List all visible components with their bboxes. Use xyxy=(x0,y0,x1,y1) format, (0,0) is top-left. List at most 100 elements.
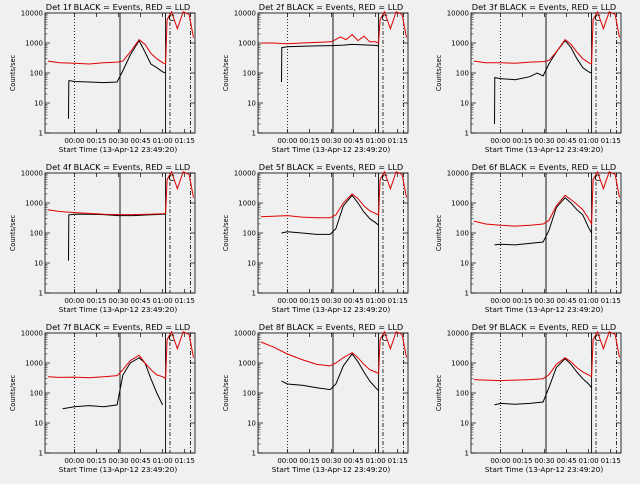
y-axis-label: Counts/sec xyxy=(435,374,443,411)
series-line-lld xyxy=(47,170,194,216)
y-tick-label: 10000 xyxy=(21,170,43,178)
y-tick-label: 10000 xyxy=(234,10,256,18)
annotation-label: C xyxy=(594,334,600,344)
y-tick-label: 1 xyxy=(252,290,256,298)
annotation-label: C xyxy=(594,14,600,24)
x-tick-label: 00:00 xyxy=(277,457,297,465)
x-axis-label: Start Time (13-Apr-12 23:49:20) xyxy=(59,465,178,474)
y-tick-label: 100 xyxy=(243,70,256,78)
annotation-label: C xyxy=(168,174,174,184)
annotation-label: C xyxy=(168,334,174,344)
x-tick-label: 01:00 xyxy=(366,297,386,305)
y-tick-label: 1 xyxy=(39,130,43,138)
y-tick-label: 10000 xyxy=(447,170,469,178)
panel-5: Det 5f BLACK = Events, RED = LLD 1 10 100 10… xyxy=(222,162,409,314)
y-tick-label: 10 xyxy=(460,100,469,108)
x-tick-label: 00:30 xyxy=(321,297,341,305)
y-tick-label: 100 xyxy=(30,70,43,78)
y-tick-label: 100 xyxy=(30,390,43,398)
y-tick-label: 1 xyxy=(252,130,256,138)
x-tick-label: 01:00 xyxy=(579,457,599,465)
panel-title: Det 1f BLACK = Events, RED = LLD xyxy=(46,2,190,12)
x-tick-label: 01:00 xyxy=(153,297,173,305)
panel-3: Det 3f BLACK = Events, RED = LLD 1 10 100 10… xyxy=(435,2,622,154)
x-tick-label: 00:30 xyxy=(534,137,554,145)
x-tick-label: 00:30 xyxy=(108,137,128,145)
series-line-events xyxy=(62,357,164,410)
series-line-events xyxy=(494,196,593,246)
series-line-lld xyxy=(260,10,407,45)
panel-title: Det 4f BLACK = Events, RED = LLD xyxy=(46,162,190,172)
y-tick-label: 100 xyxy=(456,390,469,398)
panel-7: Det 7f BLACK = Events, RED = LLD 1 10 100 10… xyxy=(9,322,196,474)
x-tick-label: 01:15 xyxy=(175,457,195,465)
panel-2: Det 2f BLACK = Events, RED = LLD 1 10 100 10… xyxy=(222,2,409,154)
series-line-events xyxy=(68,213,166,261)
y-tick-label: 1000 xyxy=(238,360,256,368)
y-tick-label: 1000 xyxy=(25,40,43,48)
y-axis-label: Counts/sec xyxy=(435,214,443,251)
x-tick-label: 00:45 xyxy=(556,297,576,305)
x-tick-label: 00:30 xyxy=(534,297,554,305)
series-line-events xyxy=(68,39,166,119)
y-axis-label: Counts/sec xyxy=(9,54,17,91)
x-tick-label: 00:45 xyxy=(130,457,150,465)
panel-title: Det 5f BLACK = Events, RED = LLD xyxy=(259,162,403,172)
y-axis-label: Counts/sec xyxy=(222,374,230,411)
y-axis-label: Counts/sec xyxy=(435,54,443,91)
y-tick-label: 10000 xyxy=(21,330,43,338)
x-tick-label: 01:15 xyxy=(601,297,621,305)
x-tick-label: 00:30 xyxy=(534,457,554,465)
y-tick-label: 1000 xyxy=(25,200,43,208)
y-tick-label: 1 xyxy=(465,290,469,298)
x-tick-label: 00:45 xyxy=(556,457,576,465)
x-tick-label: 01:15 xyxy=(175,137,195,145)
y-axis-label: Counts/sec xyxy=(222,214,230,251)
y-tick-label: 100 xyxy=(456,230,469,238)
x-tick-label: 00:45 xyxy=(130,137,150,145)
y-tick-label: 10 xyxy=(34,420,43,428)
x-axis-label: Start Time (13-Apr-12 23:49:20) xyxy=(59,305,178,314)
series-line-events xyxy=(494,39,592,125)
series-line-lld xyxy=(47,10,194,65)
x-tick-label: 00:00 xyxy=(277,297,297,305)
y-tick-label: 10 xyxy=(247,260,256,268)
y-tick-label: 10000 xyxy=(447,330,469,338)
x-tick-label: 00:30 xyxy=(108,457,128,465)
x-tick-label: 01:15 xyxy=(388,137,408,145)
x-axis-label: Start Time (13-Apr-12 23:49:20) xyxy=(272,305,391,314)
y-axis-label: Counts/sec xyxy=(9,374,17,411)
x-tick-label: 00:15 xyxy=(512,457,532,465)
y-axis-label: Counts/sec xyxy=(9,214,17,251)
x-tick-label: 01:00 xyxy=(366,457,386,465)
x-tick-label: 00:15 xyxy=(86,457,106,465)
panel-title: Det 7f BLACK = Events, RED = LLD xyxy=(46,322,190,332)
x-tick-label: 00:45 xyxy=(343,297,363,305)
x-tick-label: 00:30 xyxy=(321,457,341,465)
y-tick-label: 10 xyxy=(34,260,43,268)
x-tick-label: 01:00 xyxy=(153,457,173,465)
x-axis-label: Start Time (13-Apr-12 23:49:20) xyxy=(59,145,178,154)
panel-1: Det 1f BLACK = Events, RED = LLD 1 10 100 10… xyxy=(9,2,196,154)
y-tick-label: 1 xyxy=(252,450,256,458)
panel-6: Det 6f BLACK = Events, RED = LLD 1 10 100 10… xyxy=(435,162,622,314)
x-axis-label: Start Time (13-Apr-12 23:49:20) xyxy=(485,305,604,314)
y-tick-label: 100 xyxy=(243,390,256,398)
x-tick-label: 01:00 xyxy=(579,297,599,305)
panel-8: Det 8f BLACK = Events, RED = LLD 1 10 100 10… xyxy=(222,322,409,474)
x-tick-label: 00:00 xyxy=(64,137,84,145)
x-tick-label: 01:00 xyxy=(579,137,599,145)
x-tick-label: 01:15 xyxy=(388,457,408,465)
x-tick-label: 00:15 xyxy=(299,457,319,465)
series-line-lld xyxy=(473,330,620,382)
y-tick-label: 10000 xyxy=(447,10,469,18)
annotation-label: C xyxy=(594,174,600,184)
x-tick-label: 01:15 xyxy=(388,297,408,305)
x-tick-label: 00:00 xyxy=(64,297,84,305)
y-tick-label: 10 xyxy=(34,100,43,108)
panel-title: Det 2f BLACK = Events, RED = LLD xyxy=(259,2,403,12)
y-tick-label: 10 xyxy=(460,260,469,268)
panel-9: Det 9f BLACK = Events, RED = LLD 1 10 100 10… xyxy=(435,322,622,474)
